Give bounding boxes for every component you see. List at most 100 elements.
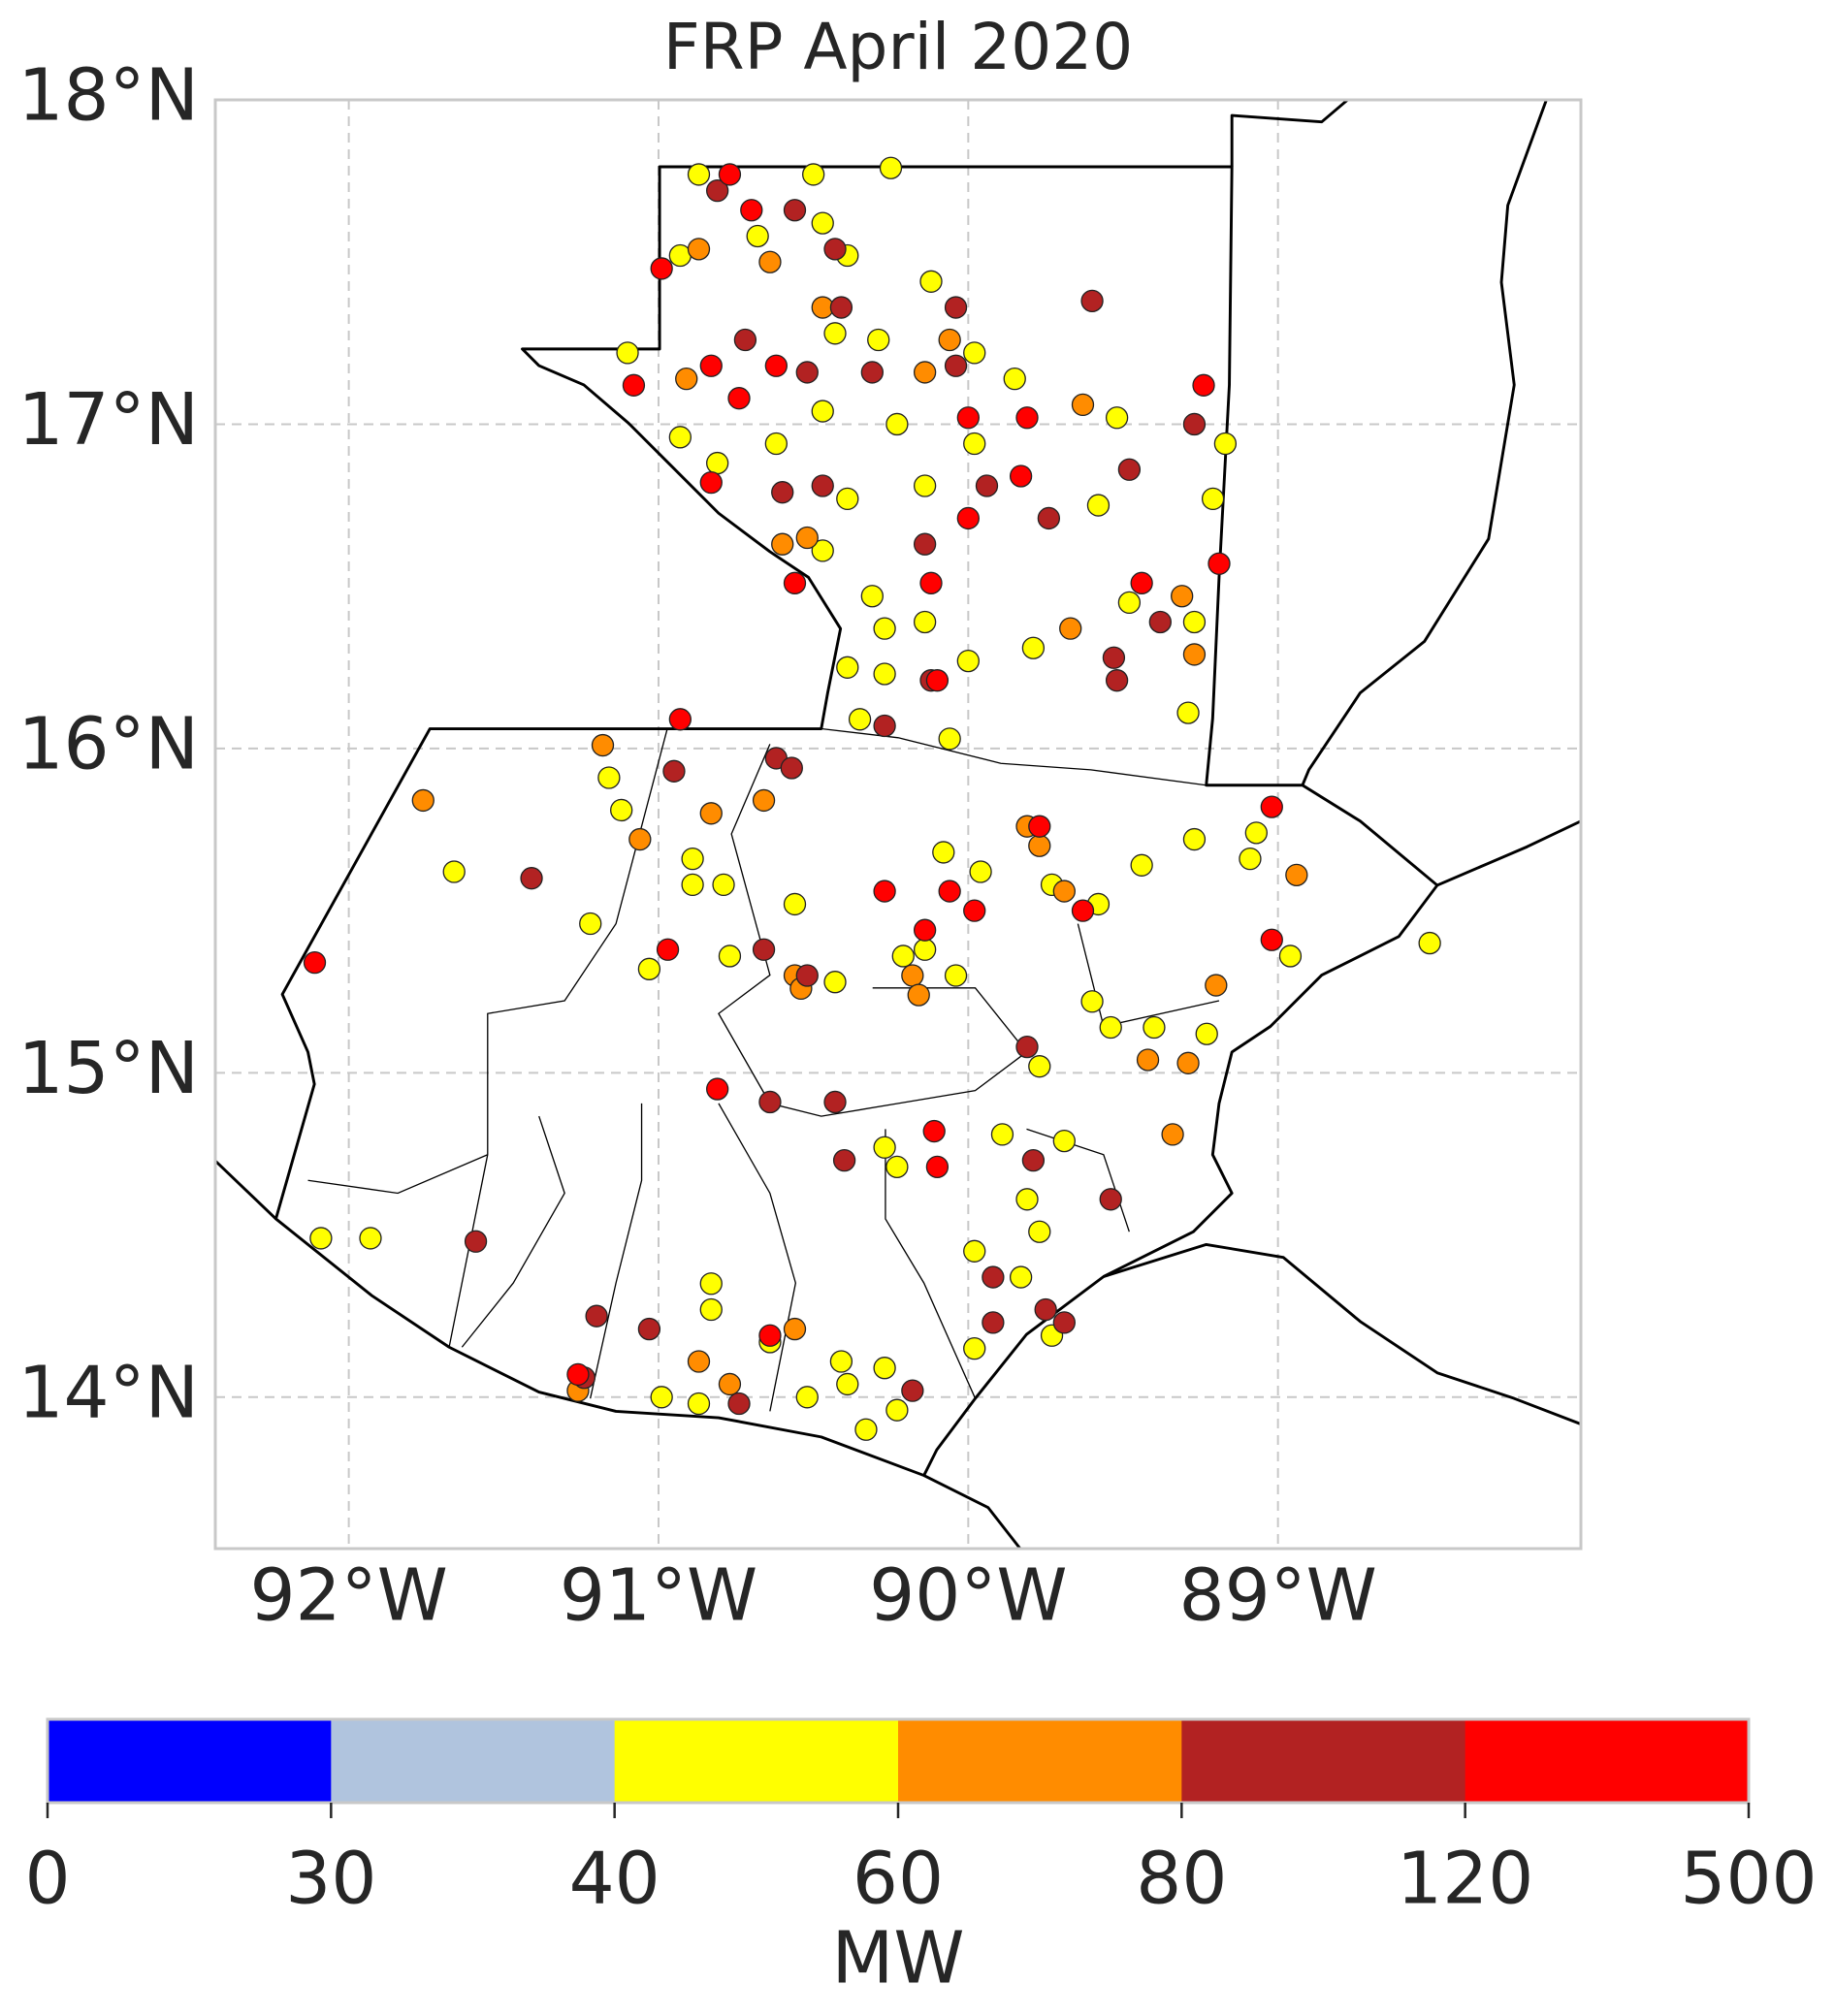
fire-point xyxy=(1278,944,1303,968)
y-tick-label: 16°N xyxy=(17,702,199,785)
fire-point xyxy=(1021,1149,1046,1172)
fire-point xyxy=(879,156,903,179)
fire-point xyxy=(860,361,884,384)
y-tick-label: 17°N xyxy=(17,378,199,462)
fire-point xyxy=(802,163,825,186)
x-tick-label: 90°W xyxy=(869,1554,1067,1638)
fire-point xyxy=(969,860,992,883)
fire-point xyxy=(1028,815,1051,838)
fire-point xyxy=(764,354,788,377)
fire-point xyxy=(1102,646,1126,669)
fire-point xyxy=(975,474,999,497)
fire-point xyxy=(1037,506,1061,530)
fire-point xyxy=(1260,795,1283,818)
fire-point xyxy=(823,238,847,261)
fire-point xyxy=(309,1227,333,1250)
fire-point xyxy=(752,788,776,813)
fire-point xyxy=(982,1265,1005,1289)
fire-point xyxy=(873,617,896,640)
fire-point xyxy=(442,860,466,883)
fire-point xyxy=(885,1155,909,1178)
belize-coast xyxy=(1301,100,1548,786)
fire-point xyxy=(901,964,924,987)
fire-point xyxy=(922,1119,946,1143)
fire-point xyxy=(622,373,646,397)
fire-point xyxy=(1080,990,1104,1013)
fire-point xyxy=(829,1350,853,1373)
fire-point xyxy=(771,532,794,556)
x-tick-label: 89°W xyxy=(1179,1554,1377,1638)
fire-point xyxy=(1130,853,1153,877)
fire-point xyxy=(1117,458,1142,481)
x-tick-label: 92°W xyxy=(249,1554,447,1638)
fire-point xyxy=(656,938,680,961)
fire-point xyxy=(1059,617,1082,640)
fire-point xyxy=(1195,1022,1218,1045)
fire-point xyxy=(811,539,834,562)
fire-point xyxy=(668,708,692,731)
fire-point xyxy=(925,1155,950,1178)
fire-point xyxy=(464,1230,488,1253)
plot-frame xyxy=(213,98,1583,1551)
colorbar-segment xyxy=(614,1719,899,1803)
colorbar-segment xyxy=(48,1719,332,1803)
fire-point xyxy=(359,1227,382,1250)
colorbar-segment xyxy=(1181,1719,1466,1803)
fire-point xyxy=(913,918,937,942)
fire-point xyxy=(687,238,711,261)
fire-point xyxy=(1028,1220,1051,1243)
fire-point xyxy=(891,944,915,968)
fire-point xyxy=(795,964,819,987)
fire-point xyxy=(901,1379,924,1402)
fire-point xyxy=(1244,821,1268,845)
fire-point xyxy=(1105,406,1129,430)
colorbar-segment xyxy=(898,1719,1182,1803)
fire-point xyxy=(1207,552,1231,575)
fire-point xyxy=(783,892,807,916)
fire-point xyxy=(764,432,788,456)
fire-point xyxy=(944,354,968,377)
chart-title: FRP April 2020 xyxy=(663,10,1133,84)
department-border xyxy=(307,727,1220,1412)
fire-point xyxy=(1052,1311,1076,1334)
fire-point xyxy=(1182,643,1207,666)
fire-point xyxy=(963,432,986,456)
fire-point xyxy=(907,983,930,1007)
fire-point xyxy=(963,341,986,365)
fire-point xyxy=(932,841,955,864)
fire-point xyxy=(956,649,980,673)
fire-point xyxy=(1080,289,1104,313)
fire-point xyxy=(579,912,602,936)
fire-point xyxy=(718,944,742,968)
fire-point xyxy=(1117,591,1142,615)
colorbar-tick-label: 500 xyxy=(1680,1838,1817,1921)
fire-point xyxy=(566,1362,590,1387)
fire-point xyxy=(963,1336,986,1360)
fire-point xyxy=(706,178,729,203)
fire-point xyxy=(873,1136,896,1159)
axes: 92°W 91°W 90°W 89°W 14°N 15°N 16°N 17°N 18°N xyxy=(17,54,1376,1638)
fire-point xyxy=(919,270,943,293)
fire-point xyxy=(1009,464,1033,488)
fire-point xyxy=(1161,1123,1184,1146)
fire-point xyxy=(712,873,735,897)
fire-point xyxy=(860,585,884,608)
fire-point xyxy=(675,367,698,391)
fire-point xyxy=(783,571,807,594)
fire-point xyxy=(758,1090,782,1114)
fire-point xyxy=(913,532,937,556)
fire-point xyxy=(1182,610,1207,634)
fire-point xyxy=(956,406,980,430)
fire-point xyxy=(1130,571,1153,594)
fire-point xyxy=(1086,494,1111,517)
pacific-coast xyxy=(215,1160,277,1220)
colorbar: 0 30 40 60 80 120 500 xyxy=(24,1717,1818,1921)
fire-point xyxy=(687,163,711,186)
fire-point xyxy=(944,296,968,319)
fire-point xyxy=(681,873,704,897)
fire-point xyxy=(616,341,639,365)
fire-point xyxy=(963,1239,986,1263)
fire-point xyxy=(740,199,763,222)
fire-point xyxy=(758,250,782,273)
fire-point xyxy=(1015,1035,1039,1059)
